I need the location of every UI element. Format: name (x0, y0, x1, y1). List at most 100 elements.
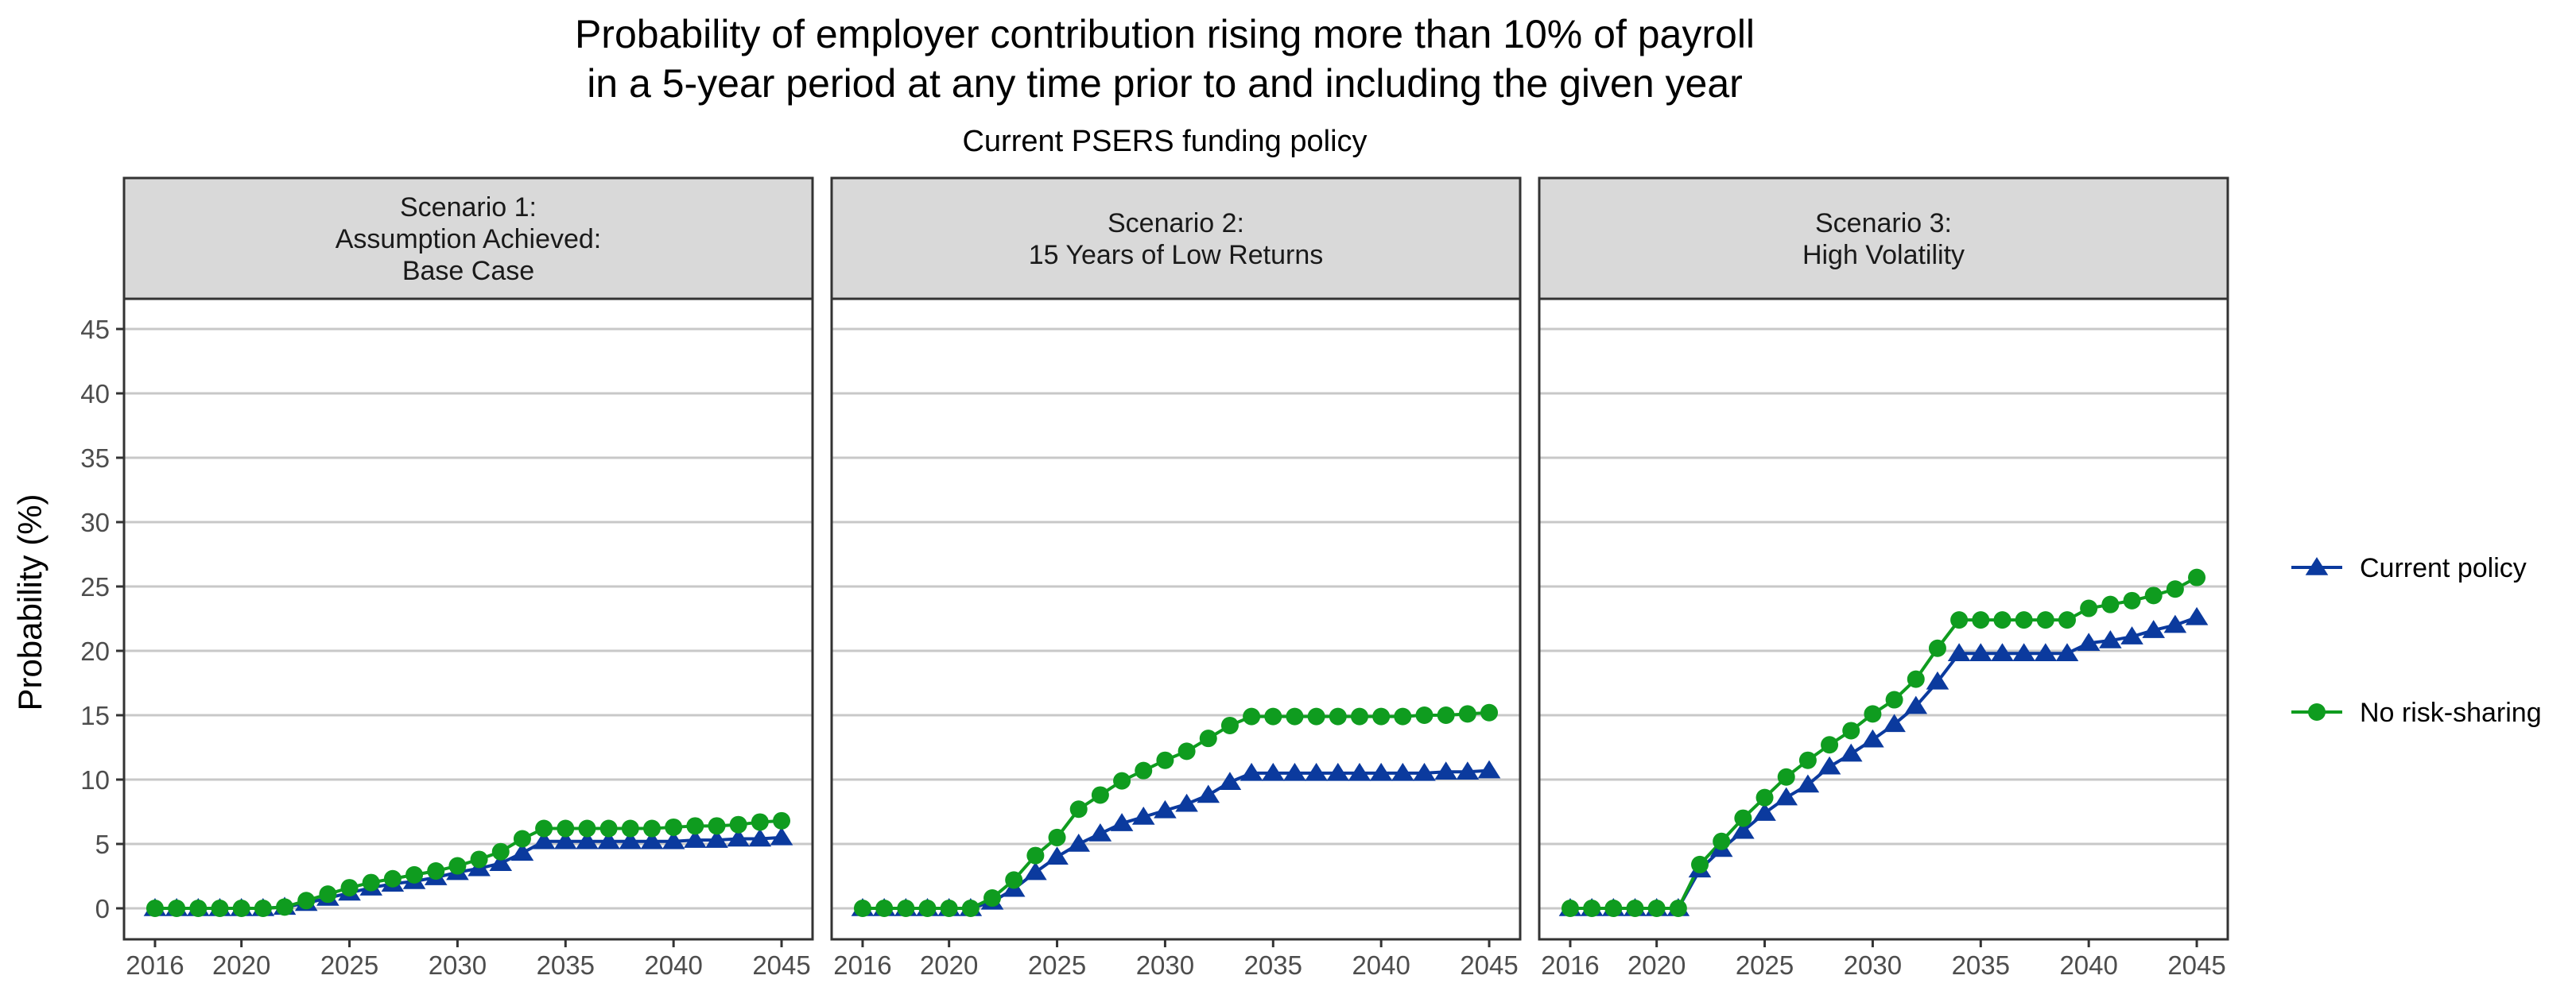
data-point-no-risk-sharing (1200, 730, 1217, 747)
data-point-no-risk-sharing (2037, 611, 2054, 629)
legend-label: No risk-sharing (2360, 698, 2542, 728)
x-tick-label: 2035 (1952, 950, 2010, 980)
x-tick-label: 2025 (320, 950, 378, 980)
data-point-no-risk-sharing (427, 862, 444, 880)
data-point-no-risk-sharing (1416, 706, 1433, 724)
x-tick-label: 2040 (2059, 950, 2117, 980)
data-point-no-risk-sharing (1135, 762, 1152, 780)
legend-label: Current policy (2360, 553, 2527, 583)
data-point-no-risk-sharing (1929, 640, 1946, 657)
data-point-no-risk-sharing (918, 900, 936, 917)
y-tick-label: 0 (95, 894, 110, 923)
y-tick-label: 20 (80, 637, 110, 666)
data-point-no-risk-sharing (146, 900, 164, 917)
data-point-no-risk-sharing (363, 874, 380, 892)
panel-strip-label: Assumption Achieved: (336, 224, 602, 254)
x-tick-label: 2025 (1736, 950, 1794, 980)
data-point-no-risk-sharing (983, 889, 1001, 907)
panels: Scenario 1:Assumption Achieved:Base Case… (80, 178, 2228, 980)
data-point-no-risk-sharing (319, 885, 336, 903)
chart-title: Probability of employer contribution ris… (575, 12, 1755, 56)
data-point-no-risk-sharing (708, 817, 726, 834)
panel-1: Scenario 1:Assumption Achieved:Base Case… (80, 178, 813, 980)
data-point-no-risk-sharing (773, 812, 790, 830)
y-tick-label: 5 (95, 830, 110, 859)
data-point-no-risk-sharing (1583, 900, 1600, 917)
data-point-no-risk-sharing (2058, 611, 2076, 629)
x-tick-label: 2030 (1844, 950, 1902, 980)
y-axis-title: Probability (%) (11, 494, 48, 710)
data-point-no-risk-sharing (1713, 833, 1730, 850)
data-point-no-risk-sharing (600, 820, 618, 838)
data-point-no-risk-sharing (471, 850, 488, 868)
x-tick-label: 2016 (126, 950, 184, 980)
data-point-no-risk-sharing (405, 866, 423, 884)
data-point-no-risk-sharing (557, 820, 574, 838)
data-point-no-risk-sharing (1459, 705, 1476, 722)
data-point-no-risk-sharing (643, 820, 661, 838)
y-tick-label: 10 (80, 765, 110, 795)
data-point-no-risk-sharing (1691, 856, 1709, 873)
data-point-no-risk-sharing (1049, 829, 1066, 846)
chart-subtitle: Current PSERS funding policy (962, 125, 1367, 158)
chart-title-line2: in a 5-year period at any time prior to … (587, 61, 1743, 106)
data-point-no-risk-sharing (1286, 708, 1303, 726)
data-point-no-risk-sharing (1026, 847, 1044, 865)
data-point-no-risk-sharing (1092, 786, 1109, 803)
data-point-no-risk-sharing (2080, 600, 2097, 617)
x-tick-label: 2025 (1028, 950, 1086, 980)
data-point-no-risk-sharing (1437, 706, 1455, 724)
data-point-no-risk-sharing (751, 813, 769, 830)
panel-strip-label: Scenario 2: (1108, 208, 1244, 238)
data-point-no-risk-sharing (1864, 705, 1881, 722)
data-point-no-risk-sharing (1113, 772, 1131, 790)
data-point-no-risk-sharing (1243, 708, 1260, 726)
y-tick-label: 45 (80, 315, 110, 344)
data-point-no-risk-sharing (897, 900, 914, 917)
x-tick-label: 2030 (1136, 950, 1194, 980)
data-point-no-risk-sharing (514, 830, 531, 848)
panel-strip (1539, 178, 2228, 299)
data-point-no-risk-sharing (854, 900, 871, 917)
data-point-no-risk-sharing (1734, 810, 1752, 827)
data-point-no-risk-sharing (622, 820, 639, 838)
data-point-no-risk-sharing (1842, 722, 1860, 739)
data-point-no-risk-sharing (665, 819, 682, 836)
panel-strip-label: Base Case (402, 256, 534, 286)
y-tick-label: 25 (80, 572, 110, 602)
data-point-no-risk-sharing (1562, 900, 1579, 917)
data-point-no-risk-sharing (189, 900, 207, 917)
data-point-no-risk-sharing (1005, 871, 1022, 888)
data-point-no-risk-sharing (2188, 569, 2206, 586)
data-point-no-risk-sharing (1670, 900, 1687, 917)
data-point-no-risk-sharing (1221, 717, 1239, 734)
x-tick-label: 2045 (1460, 950, 1518, 980)
x-tick-label: 2020 (1627, 950, 1686, 980)
data-point-no-risk-sharing (1480, 704, 1498, 722)
x-tick-label: 2045 (2167, 950, 2225, 980)
data-point-no-risk-sharing (254, 900, 272, 917)
legend: Current policy No risk-sharing (2291, 553, 2542, 728)
data-point-no-risk-sharing (1907, 671, 1925, 688)
y-tick-label: 40 (80, 379, 110, 408)
panel-2: Scenario 2:15 Years of Low Returns 2016 20… (832, 178, 1520, 980)
data-point-no-risk-sharing (1756, 789, 1774, 807)
x-tick-label: 2020 (212, 950, 270, 980)
y-tick-label: 35 (80, 443, 110, 473)
x-tick-label: 2016 (833, 950, 891, 980)
data-point-no-risk-sharing (1821, 736, 1838, 753)
data-point-no-risk-sharing (1329, 708, 1347, 726)
data-point-no-risk-sharing (1351, 708, 1368, 726)
y-tick-label: 15 (80, 701, 110, 730)
data-point-no-risk-sharing (276, 898, 293, 915)
x-tick-label: 2035 (1244, 950, 1302, 980)
data-point-no-risk-sharing (578, 820, 596, 838)
y-tick-label: 30 (80, 508, 110, 537)
panel-strip (832, 178, 1520, 299)
data-point-no-risk-sharing (2015, 611, 2033, 629)
data-point-no-risk-sharing (1886, 691, 1903, 709)
data-point-no-risk-sharing (1070, 800, 1088, 818)
data-point-no-risk-sharing (2167, 580, 2184, 598)
data-point-no-risk-sharing (168, 900, 185, 917)
